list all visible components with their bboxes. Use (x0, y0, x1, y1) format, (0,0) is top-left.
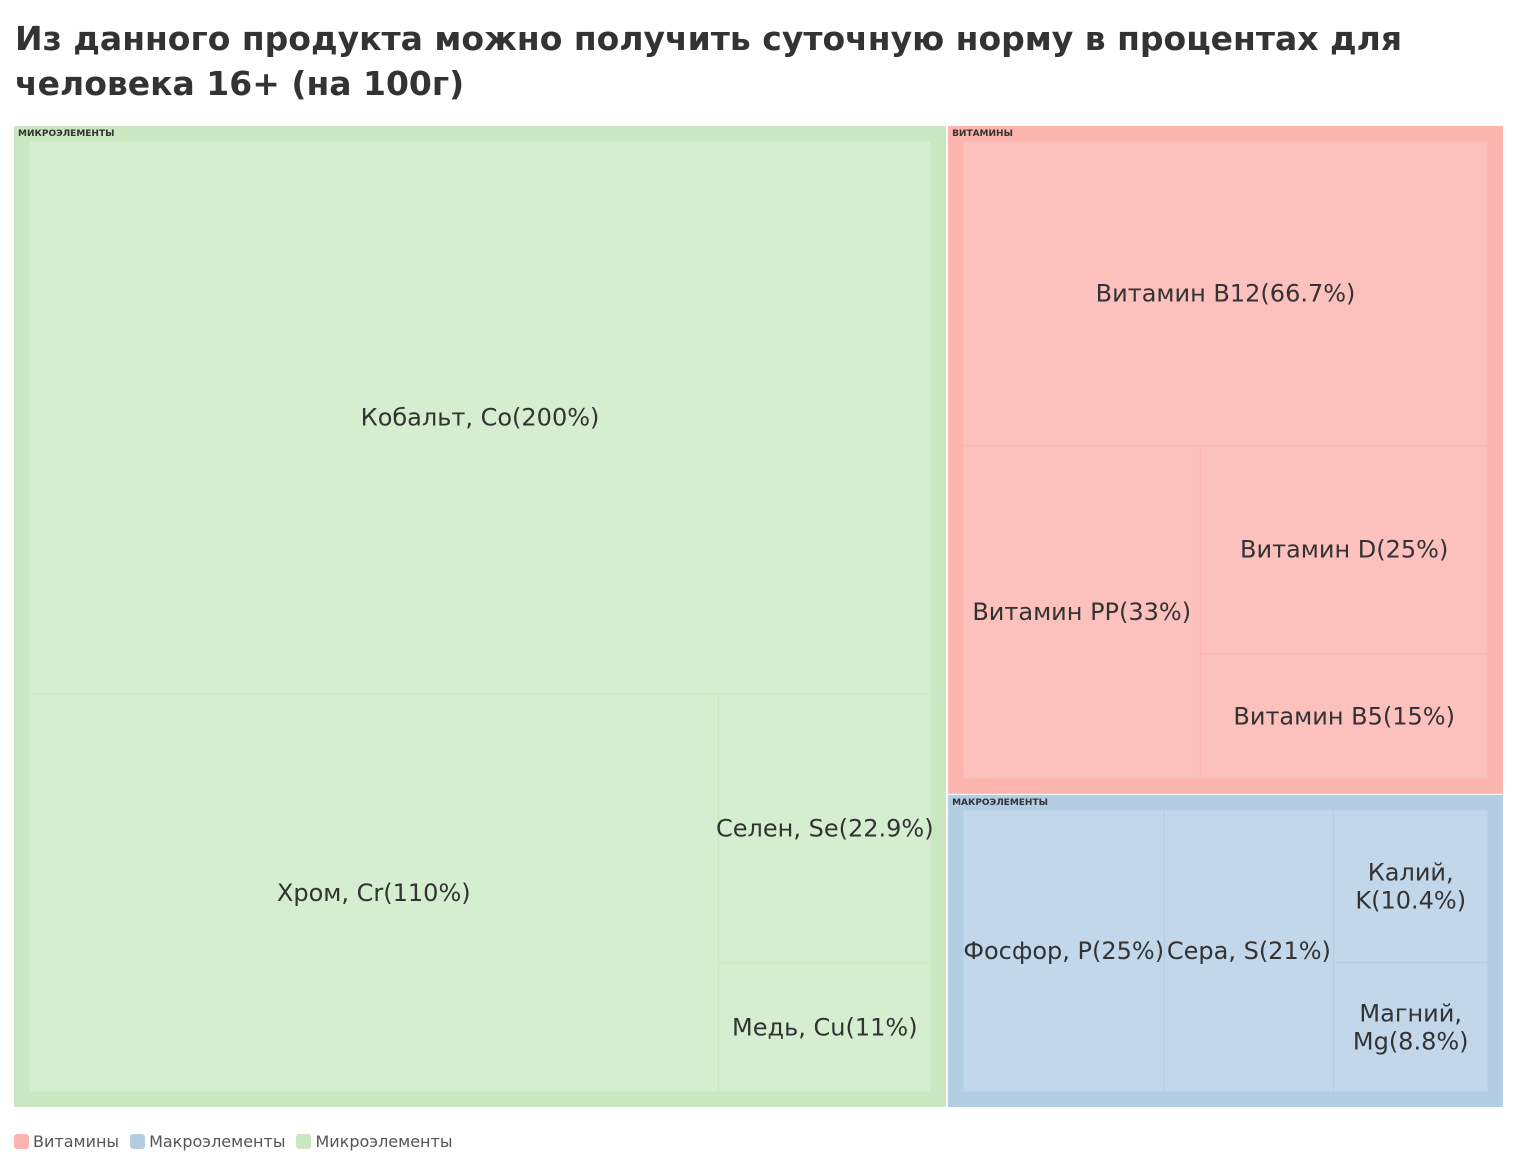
treemap-cell-rect (962, 140, 1489, 447)
cell-label: Витамин PP(33%) (972, 598, 1191, 626)
legend-swatch-vitamins (14, 1133, 29, 1149)
macro-group-header: МАКРОЭЛЕМЕНТЫ (952, 798, 1048, 808)
vitamins-group-header: ВИТАМИНЫ (952, 129, 1013, 139)
treemap-cell[interactable]: Витамин B12(66.7%) (962, 140, 1489, 447)
cell-label: Калий, K(10.4%) (1355, 858, 1466, 914)
cell-label: Медь, Cu(11%) (732, 1013, 918, 1041)
cell-label: Хром, Cr(110%) (277, 879, 471, 907)
cell-label: Магний, Mg(8.8%) (1353, 999, 1469, 1055)
treemap-cell[interactable]: Витамин PP(33%) (962, 445, 1201, 780)
cell-label: Фосфор, P(25%) (963, 937, 1164, 965)
legend-item-vitamins[interactable]: Витамины (14, 1132, 119, 1151)
legend-label-micro: Микроэлементы (315, 1131, 453, 1151)
cell-label: Витамин B5(15%) (1233, 702, 1455, 730)
cell-label: Сера, S(21%) (1167, 937, 1331, 965)
legend-item-macro[interactable]: Макроэлементы (130, 1132, 285, 1151)
legend-label-vitamins: Витамины (33, 1131, 120, 1151)
treemap-cell[interactable]: Фосфор, P(25%) (962, 809, 1165, 1093)
treemap-cell[interactable]: Хром, Cr(110%) (28, 693, 720, 1093)
cell-label: Витамин B12(66.7%) (1096, 279, 1356, 307)
legend-swatch-macro (130, 1133, 146, 1149)
treemap-cell-rect (718, 962, 932, 1093)
treemap-cell[interactable]: Витамин D(25%) (1199, 445, 1489, 655)
treemap-cell-rect (962, 445, 1201, 780)
micro-group-header: МИКРОЭЛЕМЕНТЫ (18, 129, 114, 139)
cell-label: Кобальт, Co(200%) (361, 404, 600, 432)
treemap-cell-rect (1199, 445, 1489, 655)
cell-label: Витамин D(25%) (1240, 536, 1448, 564)
treemap-cell-rect (1332, 962, 1489, 1093)
treemap-cell-rect (1332, 809, 1489, 964)
treemap-cell[interactable]: Кобальт, Co(200%) (28, 140, 932, 695)
treemap-cell[interactable]: Сера, S(21%) (1163, 809, 1334, 1093)
treemap-cell-rect (1163, 809, 1334, 1093)
treemap-chart: МИКРОЭЛЕМЕНТЫ Кобальт, Co(200%) Хром, Cr(1… (14, 126, 1503, 1107)
treemap-cell[interactable]: Магний, Mg(8.8%) (1332, 962, 1489, 1093)
legend: Витамины Макроэлементы Микроэлементы (14, 1130, 463, 1152)
legend-label-macro: Макроэлементы (149, 1131, 286, 1151)
legend-swatch-micro (296, 1133, 312, 1149)
treemap-cell-rect (1199, 653, 1489, 780)
treemap-cell[interactable]: Медь, Cu(11%) (718, 962, 932, 1093)
treemap-cell-rect (28, 693, 720, 1093)
treemap-cell-rect (28, 140, 932, 695)
legend-item-micro[interactable]: Микроэлементы (296, 1132, 452, 1151)
chart-title: Из данного продукта можно получить суточ… (15, 19, 1403, 103)
treemap-cell[interactable]: Селен, Se(22.9%) (716, 693, 934, 964)
treemap-cell-rect (962, 809, 1165, 1093)
treemap-cell[interactable]: Витамин B5(15%) (1199, 653, 1489, 780)
cell-label: Селен, Se(22.9%) (716, 814, 934, 842)
treemap-cell[interactable]: Калий, K(10.4%) (1332, 809, 1489, 964)
